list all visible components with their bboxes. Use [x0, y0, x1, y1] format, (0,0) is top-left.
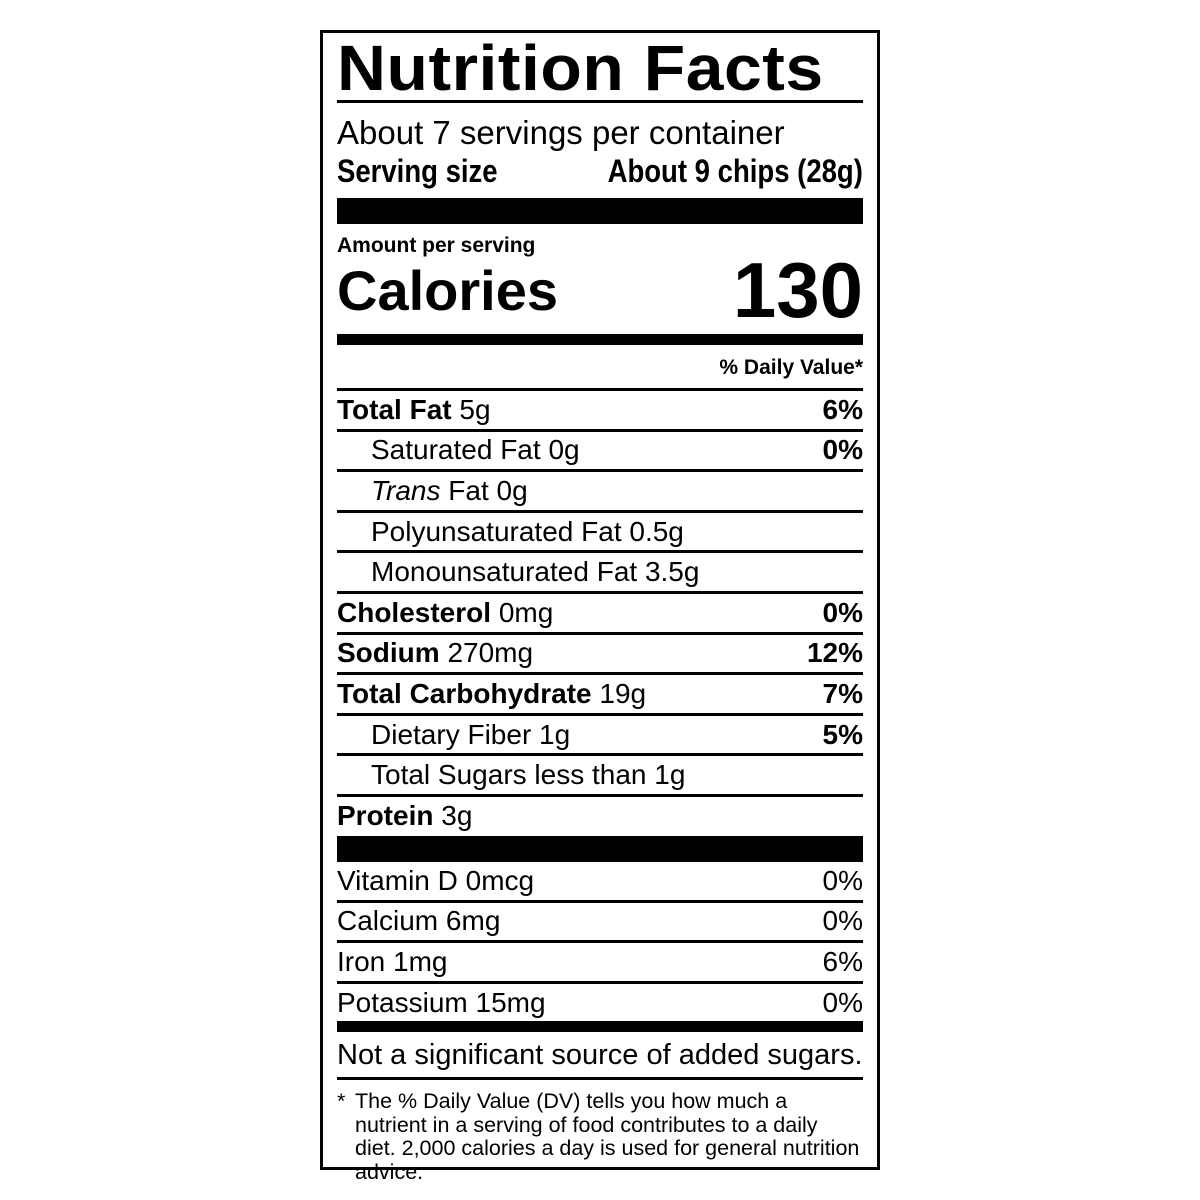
- serving-size-label: Serving size: [337, 153, 498, 189]
- nutrition-label-border: [320, 30, 880, 1170]
- nutrient-name: Total Sugars: [371, 759, 527, 791]
- vitamin-name: Iron: [337, 945, 386, 977]
- nutrient-amount: 0g: [496, 474, 528, 506]
- serving-size-row: Serving size About 9 chips (28g): [337, 152, 863, 190]
- divider: [337, 100, 863, 103]
- nutrient-name: Saturated Fat: [371, 434, 541, 466]
- nutrient-dv: 5%: [822, 718, 863, 750]
- nutrient-row-trans-fat: Trans Fat 0g: [337, 472, 863, 513]
- nutrient-row-monounsaturated-fat: Monounsaturated Fat 3.5g: [337, 553, 863, 594]
- nutrient-row-dietary-fiber: Dietary Fiber 1g 5%: [337, 716, 863, 757]
- footnote-text: The % Daily Value (DV) tells you how muc…: [355, 1089, 860, 1184]
- footnote-mark: *: [337, 1089, 346, 1113]
- vitamin-name: Vitamin D: [337, 864, 458, 896]
- nutrient-row-cholesterol: Cholesterol 0mg 0%: [337, 594, 863, 635]
- vitamin-row-iron: Iron 1mg 6%: [337, 943, 863, 984]
- nutrient-dv: 0%: [822, 434, 863, 466]
- vitamin-row-potassium: Potassium 15mg 0%: [337, 984, 863, 1022]
- nutrient-amount: 19g: [599, 677, 647, 709]
- nutrient-table: Total Fat 5g 6% Saturated Fat 0g 0% Tran…: [337, 388, 863, 835]
- vitamin-amount: 0mcg: [465, 864, 535, 896]
- calories-value: 130: [732, 245, 863, 334]
- nutrient-row-total-fat: Total Fat 5g 6%: [337, 391, 863, 432]
- thick-divider: [337, 198, 863, 224]
- nutrient-name: Monounsaturated Fat: [371, 556, 638, 588]
- nutrient-row-protein: Protein 3g: [337, 797, 863, 835]
- nutrient-row-polyunsaturated-fat: Polyunsaturated Fat 0.5g: [337, 513, 863, 554]
- nutrient-name: Sodium: [337, 637, 440, 669]
- nutrient-amount: 1g: [539, 718, 571, 750]
- calories-label: Calories: [337, 258, 558, 322]
- medium-divider: [337, 334, 863, 345]
- serving-size-value: About 9 chips (28g): [607, 153, 863, 189]
- nutrient-amount: 3.5g: [644, 556, 700, 588]
- nutrient-row-sodium: Sodium 270mg 12%: [337, 635, 863, 676]
- nutrient-name: Protein: [337, 799, 434, 831]
- vitamin-name: Calcium: [337, 905, 439, 937]
- nutrient-dv: 6%: [822, 393, 863, 425]
- amount-per-serving: Amount per serving: [337, 234, 536, 257]
- thick-divider: [337, 836, 863, 862]
- nutrient-dv: 12%: [806, 637, 863, 669]
- divider: [337, 1077, 863, 1080]
- vitamin-name: Potassium: [337, 986, 468, 1018]
- nutrient-name: Dietary Fiber: [371, 718, 532, 750]
- nutrient-amount: 270mg: [447, 637, 534, 669]
- vitamin-dv: 0%: [822, 986, 863, 1018]
- nutrient-name: Polyunsaturated Fat: [371, 515, 622, 547]
- nutrient-name: Total Carbohydrate: [337, 677, 592, 709]
- nutrient-row-total-carbohydrate: Total Carbohydrate 19g 7%: [337, 675, 863, 716]
- vitamin-table: Vitamin D 0mcg 0% Calcium 6mg 0% Iron 1m…: [337, 862, 863, 1021]
- vitamin-dv: 0%: [822, 905, 863, 937]
- vitamin-row-vitamin-d: Vitamin D 0mcg 0%: [337, 862, 863, 903]
- nutrient-name: Total Fat: [337, 393, 452, 425]
- daily-value-footnote: * The % Daily Value (DV) tells you how m…: [337, 1089, 863, 1184]
- nutrient-name: Cholesterol: [337, 596, 492, 628]
- nutrient-row-saturated-fat: Saturated Fat 0g 0%: [337, 432, 863, 473]
- vitamin-dv: 0%: [822, 864, 863, 896]
- nutrient-amount: 0.5g: [629, 515, 684, 547]
- servings-per-container: About 7 servings per container: [337, 114, 785, 151]
- nutrient-name: Fat: [448, 474, 489, 506]
- calories-row: Calories 130: [337, 246, 863, 334]
- vitamin-amount: 1mg: [393, 945, 448, 977]
- nutrient-amount: 3g: [441, 799, 473, 831]
- vitamin-dv: 6%: [822, 945, 863, 977]
- nutrient-name-italic: Trans: [371, 474, 441, 506]
- nutrient-amount: 0mg: [498, 596, 554, 628]
- label-title: Nutrition Facts: [337, 32, 824, 104]
- daily-value-header: % Daily Value*: [719, 356, 863, 379]
- nutrient-row-total-sugars: Total Sugars less than 1g: [337, 756, 863, 797]
- nutrient-amount: 0g: [548, 434, 580, 466]
- nutrient-amount: less than 1g: [534, 759, 686, 791]
- nutrient-dv: 0%: [822, 596, 863, 628]
- vitamin-amount: 15mg: [475, 986, 546, 1018]
- medium-divider: [337, 1021, 863, 1032]
- vitamin-amount: 6mg: [445, 905, 501, 937]
- vitamin-row-calcium: Calcium 6mg 0%: [337, 903, 863, 944]
- nutrient-dv: 7%: [822, 677, 863, 709]
- nutrient-amount: 5g: [459, 393, 491, 425]
- added-sugars-note: Not a significant source of added sugars…: [337, 1039, 863, 1071]
